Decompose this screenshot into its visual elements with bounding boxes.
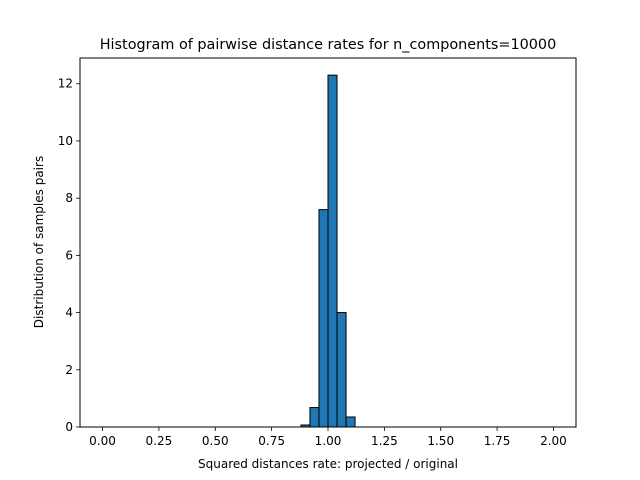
y-tick-label: 8	[65, 191, 73, 205]
y-tick-label: 6	[65, 248, 73, 262]
y-tick-label: 0	[65, 420, 73, 434]
histogram-bars	[300, 74, 356, 428]
x-axis-label: Squared distances rate: projected / orig…	[198, 457, 458, 471]
x-tick-label: 0.00	[89, 434, 116, 448]
x-tick-label: 1.50	[427, 434, 454, 448]
y-tick-label: 10	[58, 134, 73, 148]
y-axis-label: Distribution of samples pairs	[32, 156, 46, 328]
y-tick-label: 2	[65, 363, 73, 377]
x-tick-label: 2.00	[540, 434, 567, 448]
y-axis-ticks: 0 2 4 6 8 10 12	[58, 77, 80, 434]
histogram-bar	[336, 312, 347, 428]
histogram-bar	[309, 407, 320, 428]
x-tick-label: 1.25	[371, 434, 398, 448]
x-tick-label: 0.25	[146, 434, 173, 448]
histogram-bar	[318, 209, 329, 428]
x-tick-label: 0.50	[202, 434, 229, 448]
x-axis-ticks: 0.00 0.25 0.50 0.75 1.00 1.25 1.50 1.75 2.00	[89, 427, 567, 448]
x-tick-label: 0.75	[258, 434, 285, 448]
histogram-bar	[345, 416, 356, 428]
histogram-bar	[327, 74, 338, 428]
x-tick-label: 1.00	[315, 434, 342, 448]
chart-title: Histogram of pairwise distance rates for…	[100, 37, 557, 53]
y-tick-label: 4	[65, 306, 73, 320]
y-tick-label: 12	[58, 77, 73, 91]
x-tick-label: 1.75	[484, 434, 511, 448]
